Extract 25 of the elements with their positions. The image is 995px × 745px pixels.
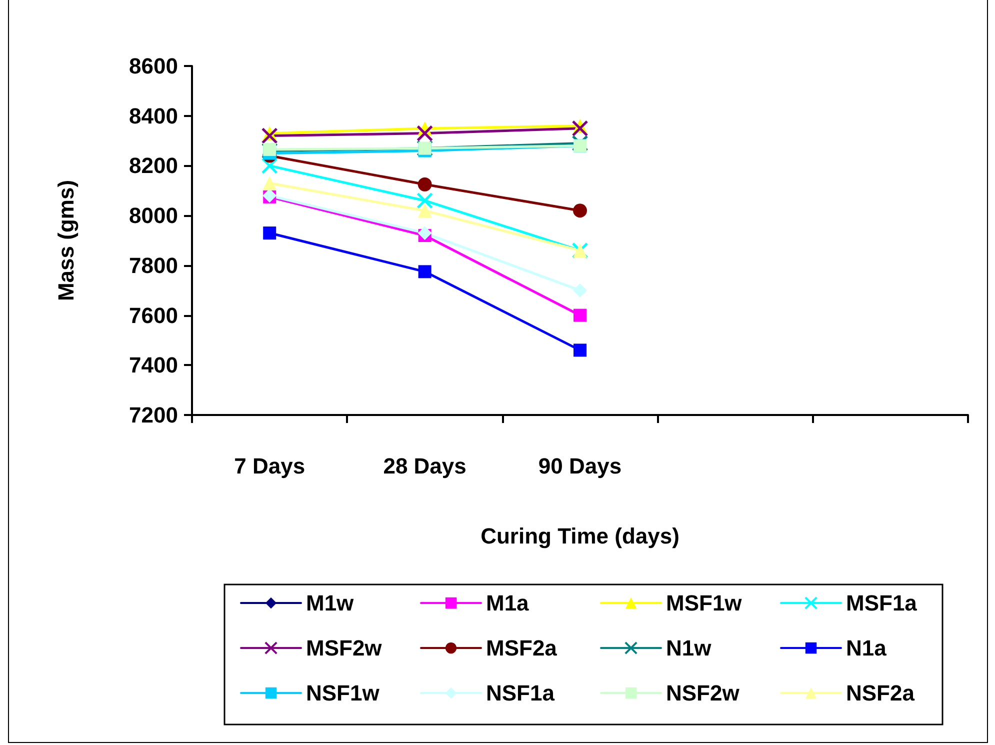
legend-label: MSF2w — [306, 636, 383, 660]
y-tick-label: 8400 — [129, 103, 178, 128]
legend-label: NSF1a — [486, 680, 556, 706]
y-tick-label: 8000 — [129, 203, 178, 228]
legend-label: M1w — [306, 590, 355, 616]
y-tick-label: 7200 — [129, 402, 178, 428]
x-tick-label: 7 Days — [234, 454, 306, 478]
legend-label: NSF2a — [846, 680, 916, 706]
x-tick-label: 28 Days — [383, 454, 466, 478]
y-tick-label: 7600 — [129, 302, 178, 328]
legend-label: MSF1w — [666, 590, 743, 616]
legend-label: MSF1a — [846, 590, 918, 616]
legend-label: NSF2w — [666, 680, 740, 706]
y-tick-label: 7800 — [129, 252, 178, 278]
y-tick-label: 8600 — [129, 54, 178, 78]
y-tick-label: 8200 — [129, 153, 178, 178]
legend-label: NSF1w — [306, 680, 380, 706]
y-axis-title: Mass (gms) — [54, 180, 78, 302]
x-tick-label: 90 Days — [538, 454, 622, 478]
legend-label: MSF2a — [486, 636, 558, 660]
legend-label: N1a — [846, 636, 888, 660]
legend-label: N1w — [666, 636, 712, 660]
y-tick-label: 7400 — [129, 352, 178, 378]
x-axis-title: Curing Time (days) — [480, 524, 680, 548]
legend-label: M1a — [486, 590, 530, 616]
